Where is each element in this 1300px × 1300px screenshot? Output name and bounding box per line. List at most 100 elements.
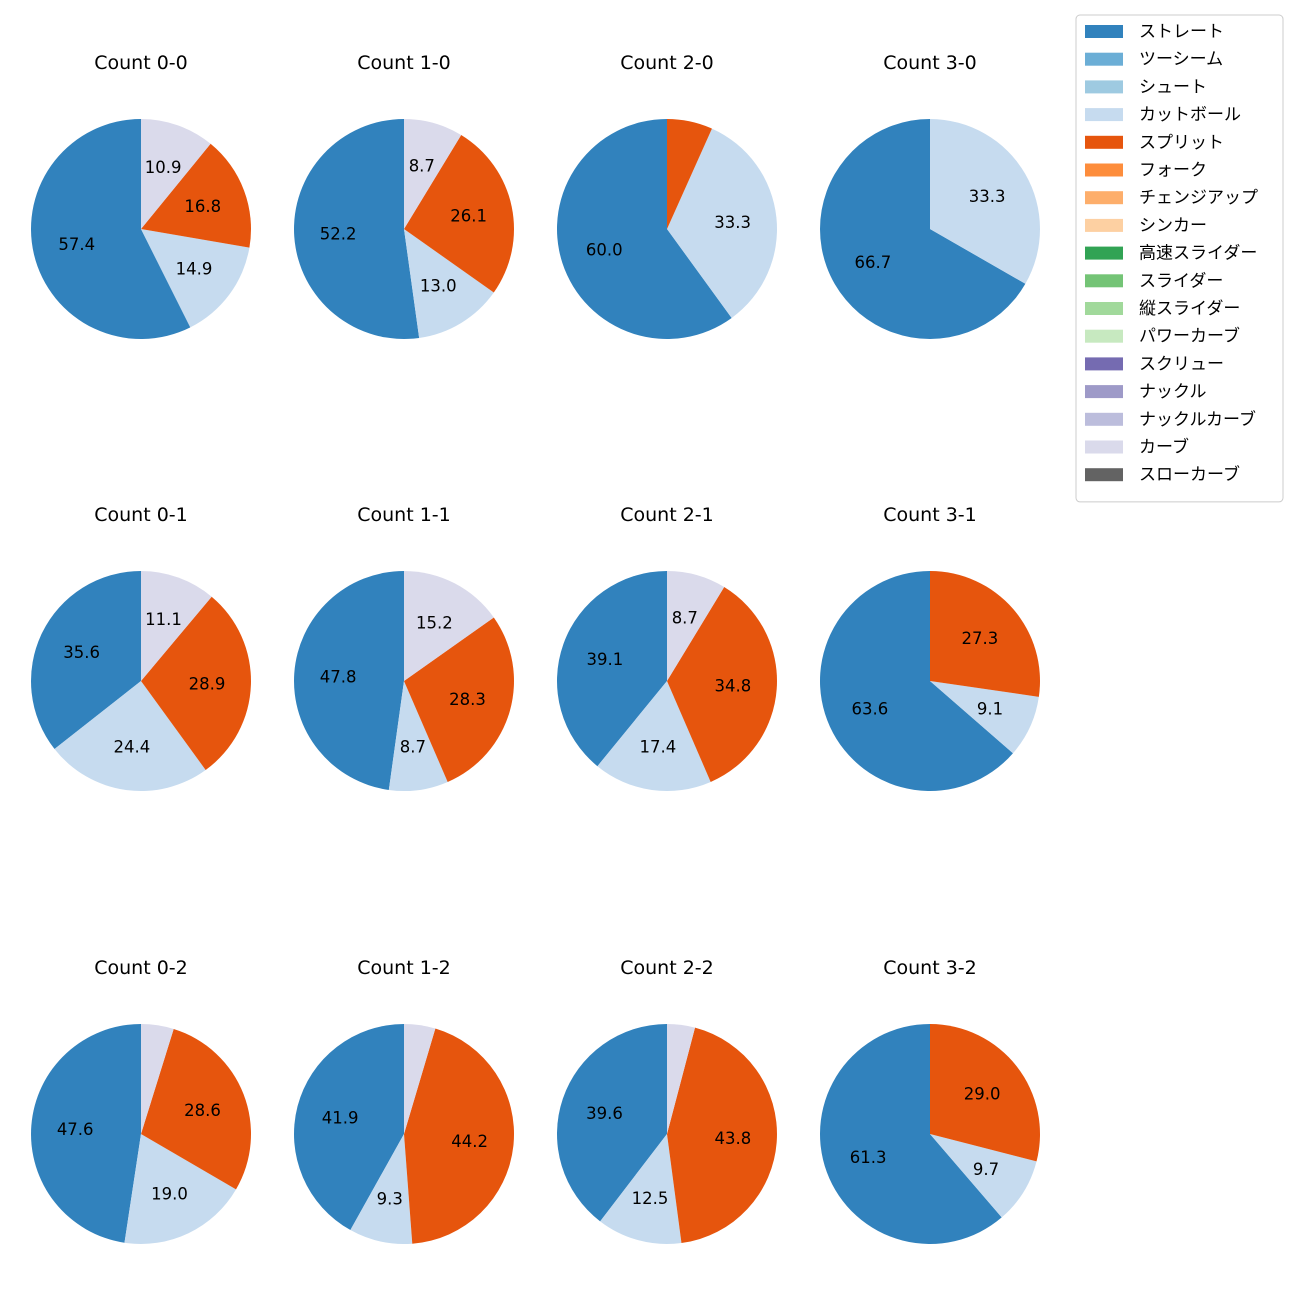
legend-swatch [1085,218,1123,232]
legend-label: シュート [1139,77,1207,97]
pie-slice [350,1134,413,1245]
pie-slice [930,1134,1037,1218]
pie-slice [404,570,494,681]
legend-item: チェンジアップ [1085,188,1258,208]
pie-slice [294,571,404,790]
legend: ストレートツーシームシュートカットボールスプリットフォークチェンジアップシンカー… [1075,14,1284,503]
slice-value-label: 44.2 [451,1132,488,1151]
pie-count-3-1: Count 3-1 63.6 9.1 27.3 [819,504,1040,791]
legend-item: スライダー [1085,271,1223,291]
legend-swatch [1085,357,1123,371]
legend-swatch [1085,80,1123,94]
pie-count-2-2: Count 2-2 39.6 12.5 43.8 [557,957,777,1244]
legend-item: 高速スライダー [1085,244,1257,264]
pie-slice [820,119,1026,339]
legend-label: カーブ [1139,437,1189,458]
legend-item: フォーク [1085,161,1207,181]
pie-slice [404,1024,436,1134]
pie-slice [667,119,712,229]
pie-slice [600,1134,682,1244]
pie-slice [293,1024,404,1231]
slice-value-label: 12.5 [632,1189,669,1208]
slice-value-label: 61.3 [850,1148,887,1167]
slice-value-label: 8.7 [400,737,426,756]
slice-value-label: 28.6 [184,1101,221,1120]
pie-slice [30,119,191,339]
legend-swatch [1085,246,1123,260]
slice-value-label: 19.0 [151,1185,188,1204]
legend-swatch [1085,274,1123,288]
pie-slice [31,571,141,749]
pie-slice [404,1028,515,1244]
pie-slice [141,229,250,328]
pie-title: Count 0-2 [94,957,188,979]
slice-value-label: 16.8 [184,197,221,216]
slice-value-label: 9.7 [973,1160,999,1179]
legend-swatch [1085,329,1123,343]
legend-item: スクリュー [1085,354,1224,374]
legend-label: スクリュー [1139,354,1224,374]
slice-value-label: 8.7 [409,156,435,175]
legend-item: ツーシーム [1085,50,1223,70]
legend-swatch [1085,163,1123,177]
slice-value-label: 57.4 [58,235,95,254]
pie-slice [404,229,494,338]
pie-title: Count 3-2 [883,957,977,979]
pie-slice [930,571,1040,697]
slice-value-label: 26.1 [450,207,487,226]
legend-swatch [1085,52,1123,66]
legend-item: ストレート [1085,22,1224,42]
legend-item: シュート [1085,77,1207,97]
pie-slice [141,143,251,248]
pie-slice [404,119,462,229]
slice-value-label: 35.6 [63,643,100,662]
pie-title: Count 1-1 [357,504,451,526]
legend-item: シンカー [1085,216,1207,236]
pie-slice [141,596,251,770]
slice-value-label: 28.9 [189,674,226,693]
pie-slice [667,128,778,318]
pie-title: Count 1-0 [357,52,451,74]
slice-value-label: 47.8 [320,667,357,686]
legend-label: ナックル [1139,382,1207,402]
pie-slice [141,1028,252,1190]
pie-title: Count 3-1 [883,504,977,526]
pie-slice [141,1024,174,1134]
legend-item: 縦スライダー [1085,299,1240,319]
slice-value-label: 24.4 [114,737,151,756]
slice-value-label: 10.9 [145,158,182,177]
slice-value-label: 33.3 [714,213,751,232]
legend-label: スローカーブ [1139,464,1240,485]
slice-value-label: 34.8 [714,677,751,696]
pie-slice [667,587,777,782]
legend-item: スプリット [1085,133,1224,153]
pie-slice [293,118,420,339]
slice-value-label: 13.0 [420,276,457,295]
pie-title: Count 2-0 [620,52,714,74]
legend-item: ナックルカーブ [1085,409,1256,430]
pie-slice [141,118,211,229]
pie-count-2-0: Count 2-0 60.0 33.3 [557,52,778,340]
pie-title: Count 0-1 [94,504,188,526]
pie-slice [124,1134,237,1244]
legend-label: 高速スライダー [1139,244,1257,264]
legend-item: カットボール [1085,105,1241,125]
legend-swatch [1085,468,1123,482]
legend-item: パワーカーブ [1085,326,1240,347]
pie-count-0-1: Count 0-1 35.6 24.4 28.9 11.1 [31,504,251,791]
pie-slice [556,571,667,767]
pie-count-2-1: Count 2-1 39.1 17.4 34.8 8.7 [556,504,777,791]
legend-label: スライダー [1139,271,1223,291]
pie-count-3-2: Count 3-2 61.3 9.7 29.0 [819,957,1040,1244]
slice-value-label: 47.6 [57,1120,94,1139]
legend-swatch [1085,412,1123,426]
pie-count-0-2: Count 0-2 47.6 19.0 28.6 [31,957,252,1244]
pie-slice [141,571,212,681]
slice-value-label: 63.6 [852,699,889,718]
slice-value-label: 15.2 [416,613,453,632]
pie-slice [819,1024,1002,1244]
legend-item: スローカーブ [1085,464,1240,485]
legend-label: カットボール [1139,105,1241,125]
pie-count-1-0: Count 1-0 52.2 13.0 26.1 8.7 [293,52,515,339]
